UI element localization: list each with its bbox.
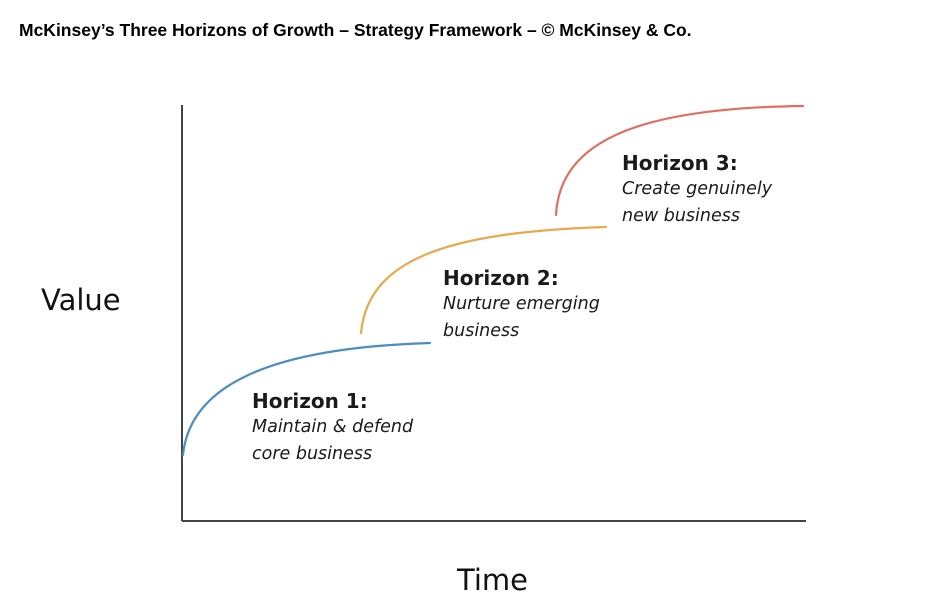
horizon-2-annotation: Horizon 2: Nurture emerging business: [443, 265, 633, 345]
horizon-2-description: Nurture emerging business: [443, 294, 600, 341]
horizon-3-curve: [554, 104, 805, 217]
y-axis-label: Value: [41, 283, 121, 317]
horizon-2-title: Horizon 2:: [443, 266, 559, 290]
page-title: McKinsey’s Three Horizons of Growth – St…: [19, 20, 692, 40]
horizon-1-annotation: Horizon 1: Maintain & defend core busine…: [252, 388, 442, 468]
horizon-1-title: Horizon 1:: [252, 389, 368, 413]
horizon-3-title: Horizon 3:: [622, 151, 738, 175]
horizon-2-curve: [359, 225, 608, 335]
horizon-1-curve: [181, 341, 432, 457]
x-axis-label: Time: [457, 563, 528, 597]
horizon-1-description: Maintain & defend core business: [252, 417, 414, 464]
horizon-3-description: Create genuinely new business: [622, 179, 773, 226]
horizon-3-annotation: Horizon 3: Create genuinely new business: [622, 150, 812, 230]
